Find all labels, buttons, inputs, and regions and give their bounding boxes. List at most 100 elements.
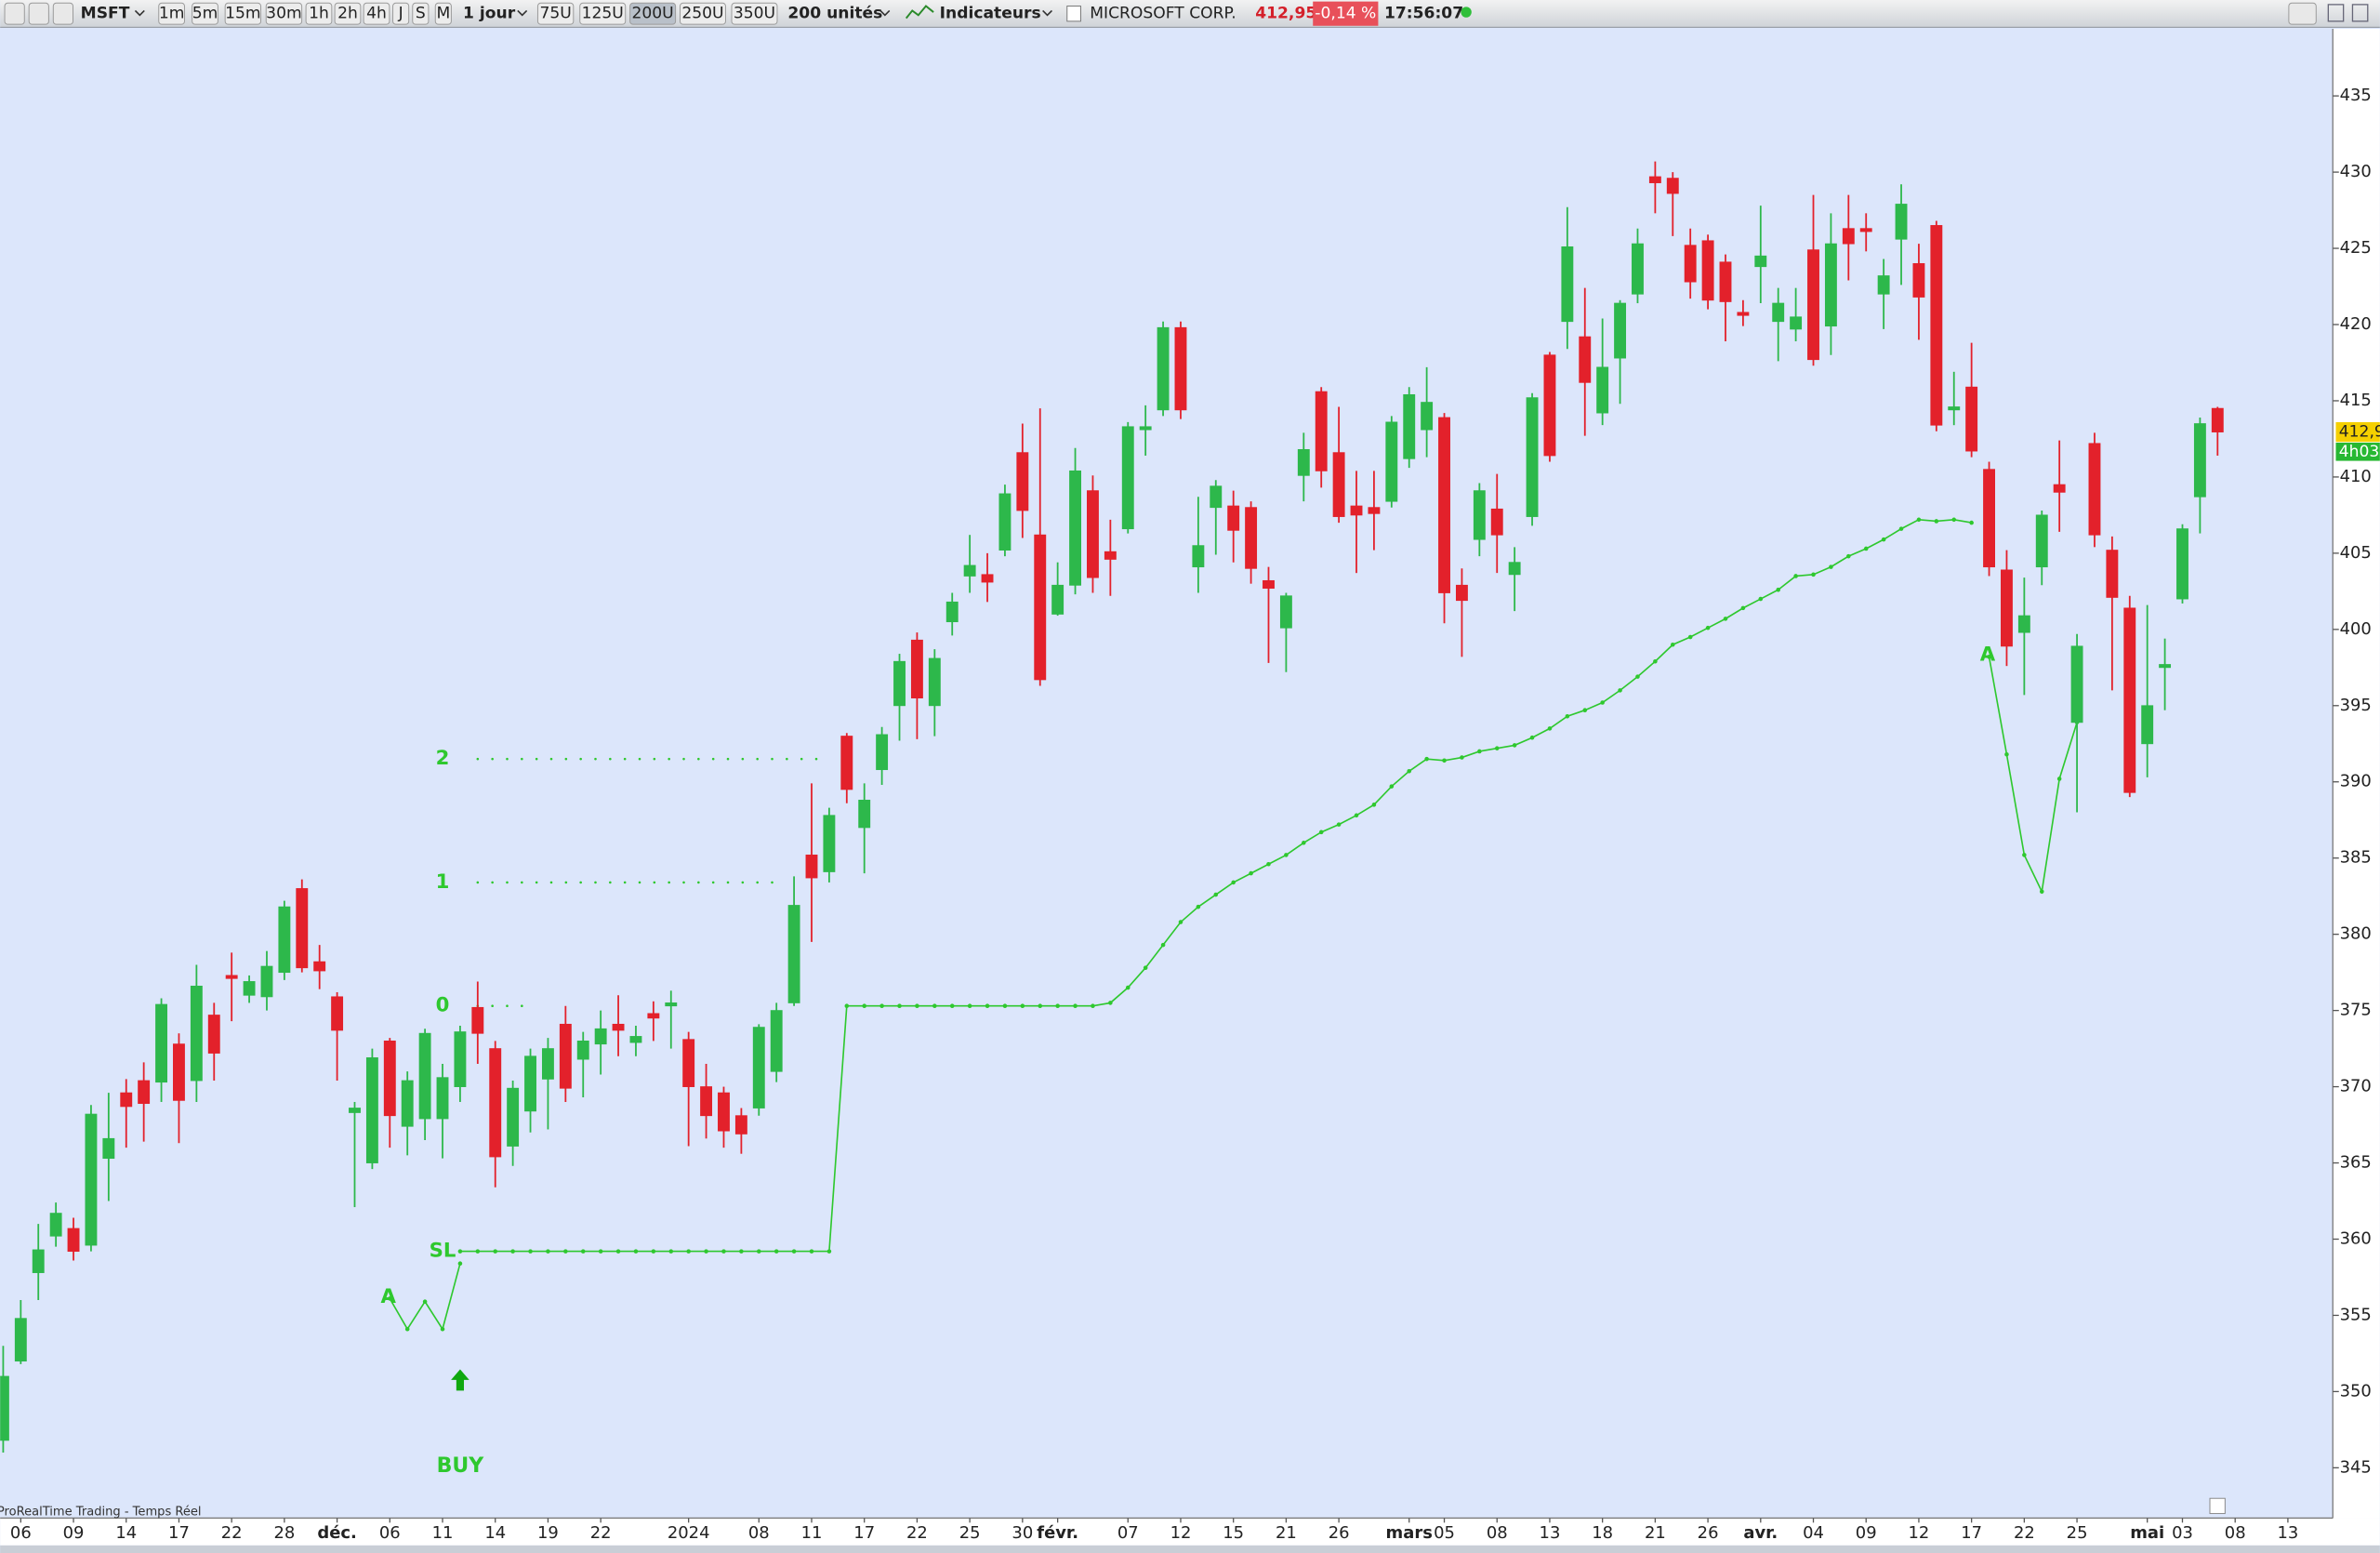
button[interactable] bbox=[224, 2, 262, 25]
indicator-line-point bbox=[633, 1249, 639, 1254]
button[interactable] bbox=[731, 2, 778, 25]
x-tick-label: 25 bbox=[2067, 1523, 2088, 1543]
unit-count[interactable]: 200 unités bbox=[787, 5, 882, 23]
interval-button[interactable]: 2h bbox=[337, 5, 358, 23]
change: -0,14 % bbox=[1315, 5, 1376, 23]
y-tick-label: 345 bbox=[2340, 1457, 2372, 1477]
period[interactable]: 1 jour bbox=[463, 5, 516, 23]
time: 17:56:07 bbox=[1384, 5, 1463, 23]
info-icon[interactable] bbox=[1066, 6, 1081, 22]
candle-body bbox=[823, 815, 836, 872]
symbol[interactable]: MSFT bbox=[81, 5, 130, 23]
button[interactable] bbox=[680, 2, 726, 25]
indicator-icon[interactable] bbox=[905, 5, 934, 20]
unit-button[interactable]: 250U bbox=[681, 5, 723, 23]
icon[interactable] bbox=[52, 2, 74, 25]
info-button[interactable] bbox=[2209, 1497, 2226, 1515]
candle-body bbox=[365, 1057, 378, 1163]
unit-button[interactable]: 350U bbox=[734, 5, 775, 23]
candle-body bbox=[2159, 664, 2172, 669]
button[interactable] bbox=[265, 2, 303, 25]
button[interactable] bbox=[392, 2, 410, 25]
interval-button[interactable]: J bbox=[398, 5, 403, 23]
x-tick-label: 28 bbox=[273, 1523, 295, 1543]
candle-body bbox=[910, 639, 923, 699]
candle-body bbox=[1666, 178, 1679, 194]
interval-button[interactable]: M bbox=[436, 5, 450, 23]
button[interactable] bbox=[192, 2, 218, 25]
y-tick-label: 430 bbox=[2340, 162, 2372, 181]
button[interactable] bbox=[434, 2, 452, 25]
indicator-line-point bbox=[844, 1003, 850, 1008]
unit-button[interactable]: 125U bbox=[582, 5, 624, 23]
candle-body bbox=[1737, 312, 1750, 316]
indicator-line-point bbox=[598, 1249, 603, 1254]
x-tick-label: 08 bbox=[748, 1523, 770, 1543]
indicator-line-point bbox=[1231, 880, 1236, 885]
button[interactable] bbox=[158, 2, 185, 25]
button[interactable] bbox=[363, 2, 390, 25]
indicator-line-point bbox=[1020, 1003, 1025, 1008]
indicator-line-point bbox=[1196, 904, 1201, 909]
x-axis-panel bbox=[0, 1518, 2380, 1546]
dropdown-arrow[interactable] bbox=[134, 9, 145, 17]
instrument: MICROSOFT CORP. bbox=[1090, 5, 1236, 23]
candle-body bbox=[278, 906, 291, 974]
interval-button[interactable]: 15m bbox=[225, 5, 260, 23]
candle-body bbox=[1279, 595, 1292, 629]
interval-button[interactable]: S bbox=[416, 5, 426, 23]
icon[interactable] bbox=[4, 2, 25, 25]
button[interactable] bbox=[536, 2, 575, 25]
pattern-line-point bbox=[440, 1326, 445, 1332]
minimize[interactable] bbox=[2327, 4, 2345, 22]
dropdown-arrow[interactable] bbox=[879, 9, 891, 17]
pattern-line-point bbox=[2022, 853, 2027, 857]
indicator-line-point bbox=[1266, 861, 1271, 867]
indicator-line-point bbox=[949, 1003, 955, 1008]
y-tick-label: 390 bbox=[2340, 772, 2372, 791]
dropdown-arrow[interactable] bbox=[517, 9, 528, 17]
button[interactable] bbox=[305, 2, 333, 25]
maximize[interactable] bbox=[2351, 4, 2369, 22]
dropdown-arrow[interactable] bbox=[1042, 9, 1053, 17]
indicator-line-point bbox=[985, 1003, 990, 1008]
button[interactable] bbox=[412, 2, 430, 25]
interval-button[interactable]: 30m bbox=[266, 5, 301, 23]
indicator-line-point bbox=[1670, 642, 1675, 647]
indicator-line-point bbox=[1951, 517, 1957, 523]
candle-body bbox=[770, 1010, 783, 1072]
candle-body bbox=[2017, 615, 2030, 633]
indicator-line-point bbox=[668, 1249, 674, 1254]
candle-body bbox=[296, 888, 309, 969]
toolbar-icons bbox=[4, 2, 2369, 1515]
unit-button[interactable]: 200U bbox=[631, 5, 673, 23]
interval-button[interactable]: 1m bbox=[159, 5, 185, 23]
x-tick-label: 13 bbox=[2278, 1523, 2299, 1543]
indicators-button[interactable]: Indicateurs bbox=[940, 5, 1041, 23]
candle-body bbox=[1543, 354, 1556, 457]
button[interactable] bbox=[579, 2, 627, 25]
indicator-line-point bbox=[1038, 1003, 1043, 1008]
y-tick-label: 365 bbox=[2340, 1153, 2372, 1173]
candle-body bbox=[718, 1092, 730, 1132]
indicator-line-point bbox=[1389, 784, 1395, 789]
pattern-line-point bbox=[2004, 751, 2009, 757]
icon[interactable] bbox=[2288, 2, 2317, 25]
unit-button[interactable]: 75U bbox=[539, 5, 571, 23]
candle-body bbox=[138, 1080, 151, 1105]
x-tick-label: 21 bbox=[1276, 1523, 1297, 1543]
x-tick-label: févr. bbox=[1037, 1523, 1078, 1543]
change-box bbox=[1313, 1, 1379, 26]
indicator-line-point bbox=[1055, 1003, 1060, 1008]
interval-button[interactable]: 4h bbox=[366, 5, 387, 23]
icon[interactable] bbox=[28, 2, 49, 25]
indicator-line-point bbox=[1336, 822, 1342, 827]
candle-body bbox=[1508, 562, 1521, 576]
candle-body bbox=[665, 1002, 678, 1007]
interval-button[interactable]: 1h bbox=[309, 5, 329, 23]
button[interactable] bbox=[629, 2, 677, 25]
candle-body bbox=[858, 800, 871, 829]
button[interactable] bbox=[334, 2, 362, 25]
interval-button[interactable]: 5m bbox=[192, 5, 218, 23]
x-tick-label: déc. bbox=[317, 1523, 356, 1543]
